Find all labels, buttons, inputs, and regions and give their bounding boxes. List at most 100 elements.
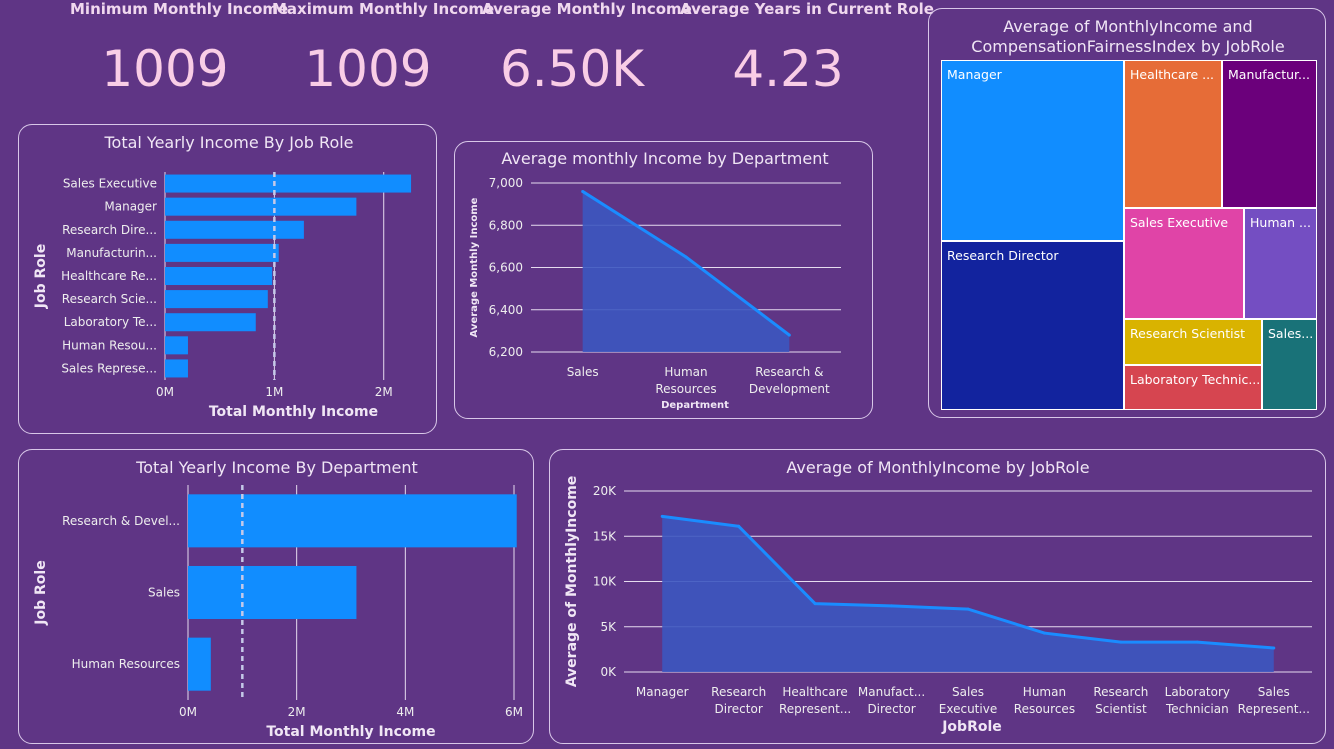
y-category-label: Research Scie... bbox=[62, 292, 157, 306]
data-point bbox=[890, 604, 894, 608]
bar bbox=[165, 243, 279, 262]
y-tick-label: 6,400 bbox=[489, 303, 523, 317]
chart-avg-income-by-jobrole: Average of MonthlyIncome by JobRole 0K 5K 1… bbox=[564, 458, 1312, 735]
y-category-label: Human Resources bbox=[72, 657, 180, 671]
treemap-cell-label: Human ... bbox=[1250, 215, 1311, 230]
treemap-cell[interactable]: Laboratory Technic... bbox=[1124, 365, 1262, 410]
chart-yearly-income-by-department: Total Yearly Income By Department 0M 2M 4M 6… bbox=[33, 458, 523, 740]
x-category-label: Research Director bbox=[711, 685, 766, 716]
data-point bbox=[1119, 640, 1123, 644]
kpi-label: Minimum Monthly Income bbox=[70, 0, 289, 18]
y-tick-label: 15K bbox=[593, 529, 617, 543]
treemap-cell-label: Laboratory Technic... bbox=[1130, 372, 1260, 387]
x-category-label: Sales Represent... bbox=[1238, 685, 1310, 716]
x-tick-label: 0M bbox=[156, 385, 174, 399]
kpi-label: Average Years in Current Role bbox=[680, 0, 934, 18]
x-axis-title: Department bbox=[661, 400, 729, 411]
data-point bbox=[813, 602, 817, 606]
treemap-cell[interactable]: Manager bbox=[941, 60, 1124, 241]
x-category-label: Laboratory Technician bbox=[1165, 685, 1230, 716]
series-area bbox=[582, 191, 790, 352]
treemap-cell-label: Healthcare ... bbox=[1130, 67, 1215, 82]
kpi-value: 4.23 bbox=[732, 40, 844, 98]
y-tick-label: 5K bbox=[600, 620, 617, 634]
chart-title: Total Yearly Income By Job Role bbox=[103, 133, 353, 152]
x-category-label: Research & Development bbox=[749, 365, 830, 396]
treemap-cell[interactable]: Research Director bbox=[941, 241, 1124, 410]
kpi-label: Average Monthly Income bbox=[482, 0, 692, 18]
y-category-label: Sales Represe... bbox=[61, 361, 157, 375]
x-category-label: Human Resources bbox=[1014, 685, 1075, 716]
y-tick-label: 0K bbox=[600, 665, 617, 679]
y-category-label: Laboratory Te... bbox=[64, 315, 157, 329]
x-category-label: Sales Executive bbox=[939, 685, 997, 716]
panel-avg-income-by-jobrole[interactable]: Average of MonthlyIncome by JobRole 0K 5K 1… bbox=[549, 449, 1326, 744]
panel-treemap-jobrole[interactable]: Average of MonthlyIncome and Compensation… bbox=[928, 8, 1326, 418]
chart-avg-income-by-department: Average monthly Income by Department 6,20… bbox=[469, 149, 841, 411]
y-category-label: Healthcare Re... bbox=[61, 269, 157, 283]
panel-yearly-income-by-job-role[interactable]: Total Yearly Income By Job Role 0M 1M 2M Sal… bbox=[18, 124, 437, 434]
x-category-label: Human Resources bbox=[655, 365, 716, 396]
x-tick-label: 1M bbox=[265, 385, 283, 399]
y-category-label: Human Resou... bbox=[62, 338, 157, 352]
data-point bbox=[966, 607, 970, 611]
kpi-value: 1009 bbox=[304, 40, 432, 98]
x-tick-label: 6M bbox=[505, 705, 523, 719]
treemap-cell[interactable]: Manufactur... bbox=[1222, 60, 1317, 208]
x-axis-title: Total Monthly Income bbox=[266, 724, 435, 740]
kpi-value: 6.50K bbox=[499, 40, 645, 98]
y-category-label: Sales Executive bbox=[63, 177, 157, 191]
treemap-cell-label: Sales Executive bbox=[1130, 215, 1229, 230]
y-axis-title: Average of MonthlyIncome bbox=[564, 476, 580, 688]
y-axis-title: Average Monthly Income bbox=[469, 197, 480, 337]
y-tick-label: 10K bbox=[593, 575, 617, 589]
treemap-cell-label: Research Director bbox=[947, 248, 1059, 263]
x-tick-label: 2M bbox=[375, 385, 393, 399]
y-tick-label: 6,600 bbox=[489, 261, 523, 275]
bar bbox=[188, 494, 517, 548]
chart-title: Average monthly Income by Department bbox=[501, 149, 828, 168]
y-axis-title: Job Role bbox=[33, 560, 49, 625]
treemap-title: Average of MonthlyIncome and Compensation… bbox=[971, 17, 1284, 56]
chart-title: Average of MonthlyIncome and Compensation… bbox=[971, 17, 1284, 56]
x-tick-label: 2M bbox=[288, 705, 306, 719]
y-tick-label: 6,200 bbox=[489, 345, 523, 359]
treemap-cell-label: Manufactur... bbox=[1228, 67, 1310, 82]
treemap-cell[interactable]: Sales Executive bbox=[1124, 208, 1244, 319]
panel-avg-income-by-department[interactable]: Average monthly Income by Department 6,20… bbox=[454, 141, 873, 419]
bar bbox=[165, 313, 256, 332]
treemap-cell-label: Research Scientist bbox=[1130, 326, 1245, 341]
data-point bbox=[1272, 646, 1276, 650]
y-axis-title: Job Role bbox=[33, 244, 49, 309]
bar bbox=[165, 197, 357, 216]
kpi-label: Maximum Monthly Income bbox=[272, 0, 495, 18]
bar bbox=[165, 266, 273, 286]
treemap-cell[interactable]: Human ... bbox=[1244, 208, 1317, 319]
data-point bbox=[1042, 631, 1046, 635]
bar bbox=[188, 637, 211, 691]
bar bbox=[165, 336, 188, 355]
treemap-cell[interactable]: Research Scientist bbox=[1124, 319, 1262, 365]
x-category-label: Research Scientist bbox=[1093, 685, 1148, 716]
x-tick-label: 0M bbox=[179, 705, 197, 719]
x-axis-title: Total Monthly Income bbox=[209, 404, 378, 420]
y-tick-label: 6,800 bbox=[489, 218, 523, 232]
x-category-label: Manager bbox=[636, 685, 689, 699]
y-category-label: Sales bbox=[148, 586, 180, 600]
chart-title: Total Yearly Income By Department bbox=[135, 458, 418, 477]
y-tick-label: 7,000 bbox=[489, 176, 523, 190]
x-axis-title: JobRole bbox=[941, 719, 1002, 735]
y-category-label: Manufacturin... bbox=[66, 246, 157, 260]
y-tick-label: 20K bbox=[593, 484, 617, 498]
treemap-cell[interactable]: Sales... bbox=[1262, 319, 1317, 410]
x-category-label: Manufact... Director bbox=[858, 685, 925, 716]
data-point bbox=[684, 255, 688, 259]
data-point bbox=[660, 514, 664, 518]
treemap-cell[interactable]: Healthcare ... bbox=[1124, 60, 1222, 208]
data-point bbox=[737, 524, 741, 528]
y-category-label: Manager bbox=[104, 200, 157, 214]
x-category-label: Sales bbox=[567, 365, 599, 379]
panel-yearly-income-by-department[interactable]: Total Yearly Income By Department 0M 2M 4M 6… bbox=[18, 449, 534, 744]
data-point bbox=[1195, 640, 1199, 644]
series-area bbox=[662, 516, 1274, 672]
